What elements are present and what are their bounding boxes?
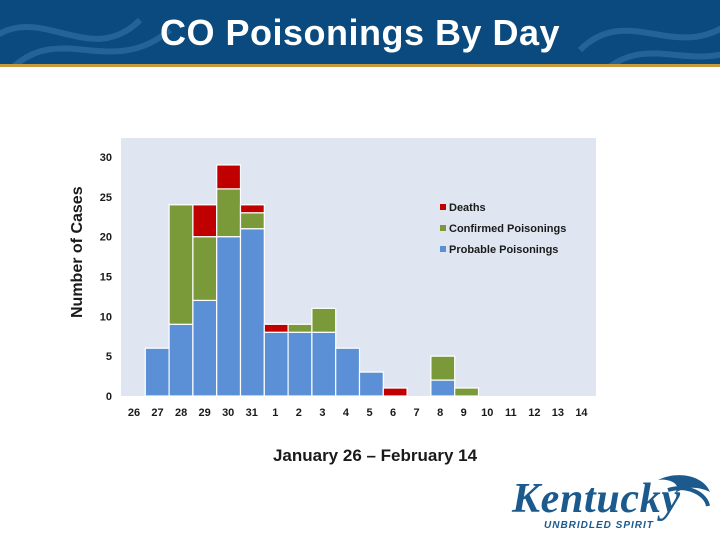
y-axis-label: Number of Cases bbox=[69, 186, 86, 318]
x-axis-label: January 26 – February 14 bbox=[272, 446, 478, 465]
x-tick-label: 6 bbox=[390, 407, 396, 419]
bar-deaths-31 bbox=[239, 204, 265, 214]
bar-probable-poisonings-5 bbox=[358, 371, 384, 397]
bar-probable-poisonings-4 bbox=[335, 347, 361, 397]
legend-label-probable-poisonings: Probable Poisonings bbox=[449, 244, 558, 256]
y-tick-label: 20 bbox=[100, 232, 112, 244]
bar-deaths-29 bbox=[192, 204, 218, 238]
x-tick-label: 2 bbox=[296, 407, 302, 419]
bar-probable-poisonings-2 bbox=[287, 331, 313, 397]
banner-accent-line bbox=[0, 64, 720, 67]
bar-deaths-6 bbox=[382, 387, 408, 397]
x-tick-label: 31 bbox=[246, 407, 258, 419]
bar-confirmed-poisonings-8 bbox=[430, 355, 456, 381]
legend-label-confirmed-poisonings: Confirmed Poisonings bbox=[449, 223, 566, 235]
page-title: CO Poisonings By Day bbox=[159, 12, 561, 53]
legend-swatch-probable-poisonings bbox=[440, 246, 446, 252]
bar-probable-poisonings-27 bbox=[144, 347, 170, 397]
bar-probable-poisonings-3 bbox=[311, 331, 337, 397]
bar-probable-poisonings-31 bbox=[239, 228, 265, 397]
x-tick-label: 1 bbox=[272, 407, 278, 419]
y-tick-label: 30 bbox=[100, 152, 112, 164]
y-tick-label: 5 bbox=[106, 351, 112, 363]
x-tick-label: 9 bbox=[461, 407, 467, 419]
legend-label-deaths: Deaths bbox=[449, 202, 486, 214]
x-tick-label: 11 bbox=[505, 407, 517, 419]
x-tick-label: 29 bbox=[199, 407, 211, 419]
bar-confirmed-poisonings-3 bbox=[311, 307, 337, 333]
x-tick-label: 5 bbox=[366, 407, 372, 419]
bar-deaths-30 bbox=[216, 164, 242, 190]
x-tick-label: 14 bbox=[575, 407, 588, 419]
x-tick-label: 8 bbox=[437, 407, 443, 419]
bar-confirmed-poisonings-30 bbox=[216, 188, 242, 238]
bar-probable-poisonings-30 bbox=[216, 236, 242, 397]
x-tick-label: 28 bbox=[175, 407, 187, 419]
x-tick-label: 4 bbox=[343, 407, 350, 419]
logo-tagline: UNBRIDLED SPIRIT bbox=[544, 520, 654, 531]
title-banner: CO Poisonings By Day bbox=[0, 0, 720, 64]
x-tick-label: 30 bbox=[222, 407, 234, 419]
x-tick-label: 27 bbox=[151, 407, 163, 419]
y-tick-label: 10 bbox=[100, 311, 112, 323]
legend-swatch-confirmed-poisonings bbox=[440, 225, 446, 231]
logo-wordmark: Kentucky bbox=[511, 476, 680, 522]
y-tick-label: 0 bbox=[106, 391, 112, 403]
x-tick-label: 13 bbox=[552, 407, 564, 419]
x-tick-label: 10 bbox=[481, 407, 493, 419]
banner-swirl-pattern bbox=[0, 17, 720, 64]
bar-deaths-1 bbox=[263, 323, 289, 333]
bar-confirmed-poisonings-2 bbox=[287, 323, 313, 333]
bar-confirmed-poisonings-29 bbox=[192, 236, 218, 302]
bar-probable-poisonings-28 bbox=[168, 323, 194, 397]
x-tick-label: 3 bbox=[319, 407, 325, 419]
y-tick-label: 15 bbox=[100, 272, 112, 284]
kentucky-logo: Kentucky UNBRIDLED SPIRIT bbox=[508, 472, 714, 534]
x-tick-label: 26 bbox=[128, 407, 140, 419]
bar-probable-poisonings-1 bbox=[263, 331, 289, 397]
x-tick-label: 7 bbox=[414, 407, 420, 419]
bar-probable-poisonings-29 bbox=[192, 299, 218, 397]
bar-confirmed-poisonings-9 bbox=[454, 387, 480, 397]
x-tick-label: 12 bbox=[528, 407, 540, 419]
bar-probable-poisonings-8 bbox=[430, 379, 456, 397]
bar-confirmed-poisonings-28 bbox=[168, 204, 194, 325]
y-tick-label: 25 bbox=[100, 192, 112, 204]
legend-swatch-deaths bbox=[440, 204, 446, 210]
bar-confirmed-poisonings-31 bbox=[239, 212, 265, 230]
